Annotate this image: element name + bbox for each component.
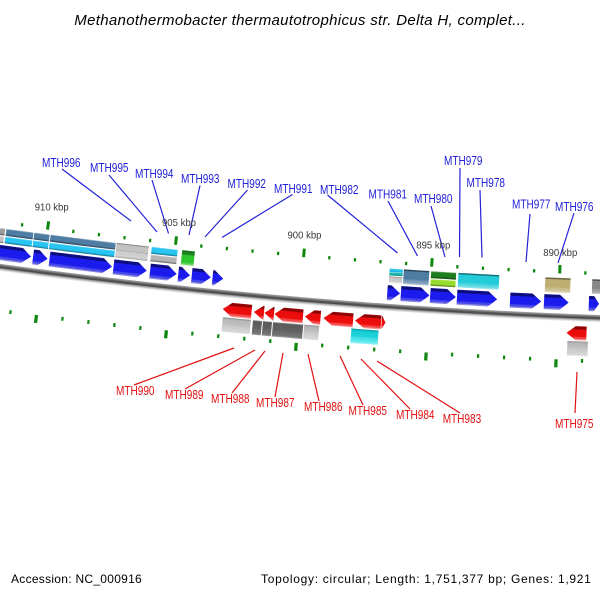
- svg-text:MTH991: MTH991: [274, 182, 313, 196]
- svg-text:Methanothermobacter thermautot: Methanothermobacter thermautotrophicus s…: [74, 12, 525, 29]
- svg-text:890 kbp: 890 kbp: [543, 247, 577, 259]
- svg-text:Topology: circular; Length: 1,: Topology: circular; Length: 1,751,377 bp…: [261, 572, 592, 586]
- svg-text:MTH994: MTH994: [135, 167, 174, 181]
- svg-text:MTH986: MTH986: [304, 400, 343, 414]
- svg-text:MTH977: MTH977: [512, 198, 551, 212]
- svg-text:MTH983: MTH983: [443, 412, 482, 426]
- svg-text:MTH978: MTH978: [467, 176, 506, 190]
- svg-text:MTH987: MTH987: [256, 396, 295, 410]
- svg-text:MTH981: MTH981: [369, 188, 408, 202]
- svg-text:MTH976: MTH976: [555, 200, 594, 214]
- svg-text:MTH982: MTH982: [320, 183, 359, 197]
- svg-text:900 kbp: 900 kbp: [288, 230, 322, 242]
- svg-text:MTH989: MTH989: [165, 388, 204, 402]
- svg-text:MTH996: MTH996: [42, 156, 81, 170]
- svg-text:MTH995: MTH995: [90, 161, 129, 175]
- svg-text:MTH992: MTH992: [228, 177, 267, 191]
- svg-text:MTH979: MTH979: [444, 154, 483, 168]
- svg-text:MTH993: MTH993: [181, 172, 220, 186]
- svg-text:MTH985: MTH985: [349, 404, 388, 418]
- svg-text:MTH980: MTH980: [414, 192, 453, 206]
- svg-text:MTH990: MTH990: [116, 384, 155, 398]
- svg-text:910 kbp: 910 kbp: [35, 202, 69, 214]
- svg-text:MTH988: MTH988: [211, 392, 250, 406]
- svg-text:905 kbp: 905 kbp: [162, 217, 196, 229]
- svg-text:MTH975: MTH975: [555, 417, 594, 431]
- svg-text:MTH984: MTH984: [396, 408, 435, 422]
- svg-text:Accession: NC_000916: Accession: NC_000916: [11, 572, 142, 586]
- svg-text:895 kbp: 895 kbp: [416, 240, 450, 252]
